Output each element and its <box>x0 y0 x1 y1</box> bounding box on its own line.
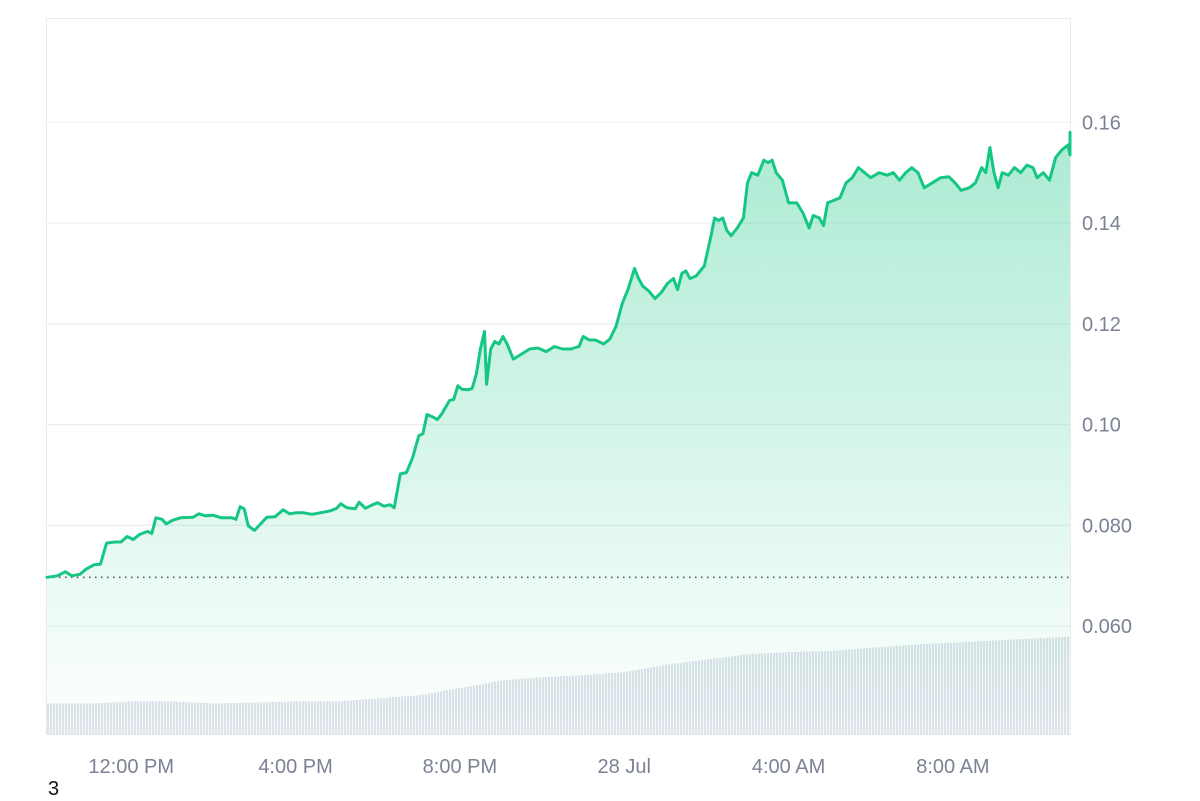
x-tick-label: 4:00 AM <box>752 756 825 778</box>
price-area-fill <box>47 132 1070 735</box>
x-tick-label: 8:00 AM <box>916 756 989 778</box>
x-axis-labels: 12:00 PM 4:00 PM 8:00 PM 28 Jul 4:00 AM 8:00 … <box>88 756 989 778</box>
y-tick-label: 0.10 <box>1082 415 1121 437</box>
y-tick-label: 0.12 <box>1082 314 1121 336</box>
y-tick-label: 0.060 <box>1082 616 1132 638</box>
x-tick-label: 12:00 PM <box>88 756 174 778</box>
y-tick-label: 0.14 <box>1082 213 1121 235</box>
x-tick-label: 8:00 PM <box>423 756 497 778</box>
footnote-label: 3 <box>48 778 60 800</box>
price-line <box>45 130 1072 579</box>
x-tick-label: 4:00 PM <box>258 756 332 778</box>
x-tick-label: 28 Jul <box>598 756 651 778</box>
y-axis-labels: 0.060 0.080 0.10 0.12 0.14 0.16 <box>1082 112 1132 638</box>
y-tick-label: 0.16 <box>1082 112 1121 134</box>
y-tick-label: 0.080 <box>1082 515 1132 537</box>
